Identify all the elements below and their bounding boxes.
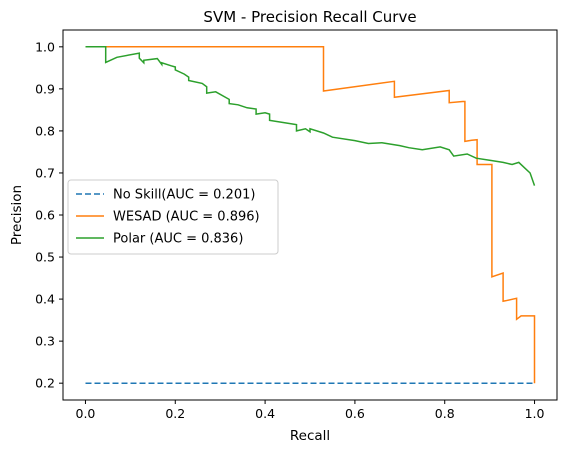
plot-lines: [85, 46, 536, 384]
legend-label: Polar (AUC = 0.836): [113, 232, 243, 247]
y-tick-label: 0.5: [35, 250, 55, 265]
series-line-1: [85, 46, 536, 384]
legend: No Skill(AUC = 0.201) WESAD (AUC = 0.896)…: [67, 179, 279, 255]
x-tick-label: 0.6: [345, 406, 365, 421]
y-tick-label: 1.0: [35, 39, 55, 54]
x-axis: 0.0 0.2 0.4 0.6 0.8 1.0: [76, 400, 545, 421]
series-line-2: [85, 46, 536, 186]
chart-title: SVM - Precision Recall Curve: [203, 8, 416, 26]
y-tick-label: 0.6: [35, 208, 55, 223]
y-axis: 0.2 0.3 0.4 0.5 0.6 0.7 0.8 0.9 1.0: [35, 39, 63, 391]
y-tick-label: 0.2: [35, 376, 55, 391]
legend-box: [67, 179, 279, 255]
legend-label: WESAD (AUC = 0.896): [113, 210, 260, 225]
legend-label: No Skill(AUC = 0.201): [113, 188, 255, 203]
y-tick-label: 0.4: [35, 292, 55, 307]
y-tick-label: 0.8: [35, 123, 55, 138]
x-tick-label: 0.2: [165, 406, 185, 421]
x-tick-label: 0.8: [435, 406, 455, 421]
y-tick-label: 0.7: [35, 165, 55, 180]
y-tick-label: 0.9: [35, 81, 55, 96]
x-tick-label: 1.0: [525, 406, 545, 421]
x-tick-label: 0.0: [76, 406, 96, 421]
y-tick-label: 0.3: [35, 334, 55, 349]
y-axis-label: Precision: [9, 185, 25, 245]
x-axis-label: Recall: [290, 428, 330, 444]
x-tick-label: 0.4: [255, 406, 275, 421]
